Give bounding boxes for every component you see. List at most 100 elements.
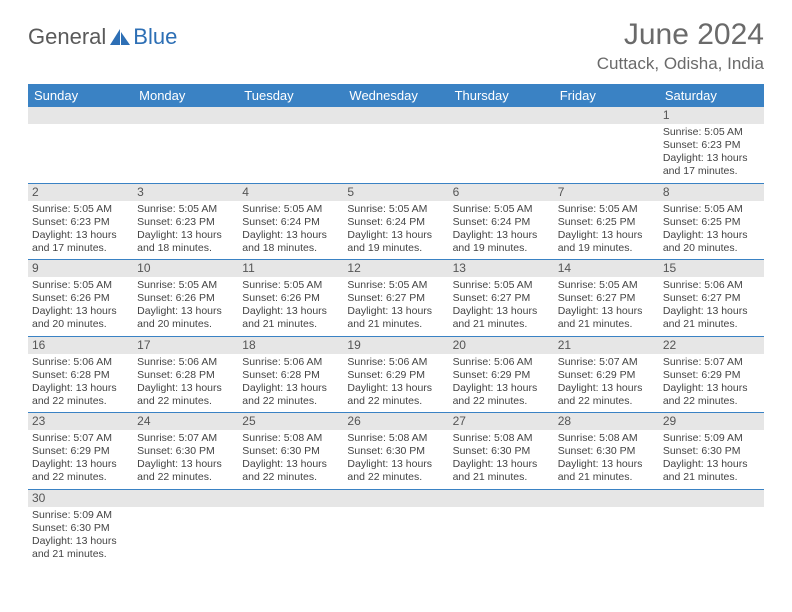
day-number: 17 xyxy=(133,337,238,354)
daylight-line1: Daylight: 13 hours xyxy=(558,229,655,242)
day-header: Tuesday xyxy=(238,84,343,107)
sunset: Sunset: 6:24 PM xyxy=(453,216,550,229)
daylight-line2: and 21 minutes. xyxy=(663,318,760,331)
day-number: 1 xyxy=(659,107,764,124)
sunrise: Sunrise: 5:05 AM xyxy=(347,203,444,216)
sunrise: Sunrise: 5:05 AM xyxy=(32,279,129,292)
calendar-day-empty xyxy=(659,489,764,565)
day-number: 24 xyxy=(133,413,238,430)
daylight-line1: Daylight: 13 hours xyxy=(453,305,550,318)
logo-text-1: General xyxy=(28,24,106,50)
sunset: Sunset: 6:26 PM xyxy=(242,292,339,305)
calendar-day: 23Sunrise: 5:07 AMSunset: 6:29 PMDayligh… xyxy=(28,413,133,490)
calendar-day: 6Sunrise: 5:05 AMSunset: 6:24 PMDaylight… xyxy=(449,183,554,260)
sunrise: Sunrise: 5:09 AM xyxy=(663,432,760,445)
sunset: Sunset: 6:29 PM xyxy=(663,369,760,382)
sunrise: Sunrise: 5:05 AM xyxy=(242,279,339,292)
day-header: Sunday xyxy=(28,84,133,107)
sunrise: Sunrise: 5:06 AM xyxy=(242,356,339,369)
calendar-day: 19Sunrise: 5:06 AMSunset: 6:29 PMDayligh… xyxy=(343,336,448,413)
calendar-day: 28Sunrise: 5:08 AMSunset: 6:30 PMDayligh… xyxy=(554,413,659,490)
day-number-bar xyxy=(133,107,238,124)
calendar-day: 26Sunrise: 5:08 AMSunset: 6:30 PMDayligh… xyxy=(343,413,448,490)
location: Cuttack, Odisha, India xyxy=(597,54,764,74)
daylight-line1: Daylight: 13 hours xyxy=(347,382,444,395)
sunrise: Sunrise: 5:05 AM xyxy=(663,203,760,216)
sunrise: Sunrise: 5:07 AM xyxy=(137,432,234,445)
calendar-day: 11Sunrise: 5:05 AMSunset: 6:26 PMDayligh… xyxy=(238,260,343,337)
calendar-week: 30Sunrise: 5:09 AMSunset: 6:30 PMDayligh… xyxy=(28,489,764,565)
daylight-line2: and 22 minutes. xyxy=(242,395,339,408)
day-number-bar xyxy=(238,107,343,124)
sunrise: Sunrise: 5:05 AM xyxy=(453,203,550,216)
sunrise: Sunrise: 5:06 AM xyxy=(137,356,234,369)
sunset: Sunset: 6:24 PM xyxy=(242,216,339,229)
sunset: Sunset: 6:30 PM xyxy=(137,445,234,458)
calendar-day: 13Sunrise: 5:05 AMSunset: 6:27 PMDayligh… xyxy=(449,260,554,337)
sunset: Sunset: 6:27 PM xyxy=(558,292,655,305)
sunset: Sunset: 6:30 PM xyxy=(453,445,550,458)
day-number: 23 xyxy=(28,413,133,430)
sunrise: Sunrise: 5:05 AM xyxy=(137,203,234,216)
calendar-day: 16Sunrise: 5:06 AMSunset: 6:28 PMDayligh… xyxy=(28,336,133,413)
calendar-day: 24Sunrise: 5:07 AMSunset: 6:30 PMDayligh… xyxy=(133,413,238,490)
daylight-line2: and 21 minutes. xyxy=(453,471,550,484)
day-number: 22 xyxy=(659,337,764,354)
daylight-line2: and 21 minutes. xyxy=(347,318,444,331)
daylight-line1: Daylight: 13 hours xyxy=(32,229,129,242)
calendar-week: 23Sunrise: 5:07 AMSunset: 6:29 PMDayligh… xyxy=(28,413,764,490)
calendar-day: 2Sunrise: 5:05 AMSunset: 6:23 PMDaylight… xyxy=(28,183,133,260)
day-number-bar xyxy=(343,490,448,507)
sunrise: Sunrise: 5:05 AM xyxy=(242,203,339,216)
day-number-bar xyxy=(343,107,448,124)
daylight-line2: and 22 minutes. xyxy=(558,395,655,408)
calendar-day: 18Sunrise: 5:06 AMSunset: 6:28 PMDayligh… xyxy=(238,336,343,413)
day-number: 29 xyxy=(659,413,764,430)
sunset: Sunset: 6:29 PM xyxy=(347,369,444,382)
daylight-line2: and 17 minutes. xyxy=(663,165,760,178)
day-header: Thursday xyxy=(449,84,554,107)
daylight-line1: Daylight: 13 hours xyxy=(453,382,550,395)
daylight-line2: and 20 minutes. xyxy=(137,318,234,331)
day-number-bar xyxy=(554,107,659,124)
daylight-line1: Daylight: 13 hours xyxy=(558,382,655,395)
sunset: Sunset: 6:27 PM xyxy=(453,292,550,305)
sunset: Sunset: 6:30 PM xyxy=(347,445,444,458)
calendar-day-empty xyxy=(343,489,448,565)
sunrise: Sunrise: 5:08 AM xyxy=(453,432,550,445)
calendar-week: 9Sunrise: 5:05 AMSunset: 6:26 PMDaylight… xyxy=(28,260,764,337)
calendar-day-empty xyxy=(343,107,448,183)
daylight-line2: and 21 minutes. xyxy=(558,318,655,331)
daylight-line2: and 22 minutes. xyxy=(347,471,444,484)
calendar-day-empty xyxy=(238,107,343,183)
calendar-day-empty xyxy=(554,489,659,565)
sunrise: Sunrise: 5:05 AM xyxy=(558,203,655,216)
daylight-line1: Daylight: 13 hours xyxy=(663,382,760,395)
calendar-day: 30Sunrise: 5:09 AMSunset: 6:30 PMDayligh… xyxy=(28,489,133,565)
calendar-week: 2Sunrise: 5:05 AMSunset: 6:23 PMDaylight… xyxy=(28,183,764,260)
daylight-line2: and 21 minutes. xyxy=(663,471,760,484)
calendar: SundayMondayTuesdayWednesdayThursdayFrid… xyxy=(28,84,764,565)
sunrise: Sunrise: 5:07 AM xyxy=(663,356,760,369)
daylight-line1: Daylight: 13 hours xyxy=(663,305,760,318)
day-number: 11 xyxy=(238,260,343,277)
daylight-line2: and 19 minutes. xyxy=(347,242,444,255)
daylight-line1: Daylight: 13 hours xyxy=(663,229,760,242)
daylight-line1: Daylight: 13 hours xyxy=(347,458,444,471)
day-number: 21 xyxy=(554,337,659,354)
daylight-line1: Daylight: 13 hours xyxy=(663,458,760,471)
calendar-day: 22 Sunrise: 5:07 AMSunset: 6:29 PMDayligh… xyxy=(659,336,764,413)
day-number: 19 xyxy=(343,337,448,354)
day-number: 8 xyxy=(659,184,764,201)
calendar-week: 1Sunrise: 5:05 AMSunset: 6:23 PMDaylight… xyxy=(28,107,764,183)
daylight-line1: Daylight: 13 hours xyxy=(137,229,234,242)
month-title: June 2024 xyxy=(597,18,764,52)
sunset: Sunset: 6:26 PM xyxy=(137,292,234,305)
calendar-day: 10Sunrise: 5:05 AMSunset: 6:26 PMDayligh… xyxy=(133,260,238,337)
calendar-day: 5Sunrise: 5:05 AMSunset: 6:24 PMDaylight… xyxy=(343,183,448,260)
day-header: Wednesday xyxy=(343,84,448,107)
daylight-line2: and 22 minutes. xyxy=(137,395,234,408)
day-number: 14 xyxy=(554,260,659,277)
sunrise: Sunrise: 5:07 AM xyxy=(558,356,655,369)
daylight-line2: and 19 minutes. xyxy=(453,242,550,255)
